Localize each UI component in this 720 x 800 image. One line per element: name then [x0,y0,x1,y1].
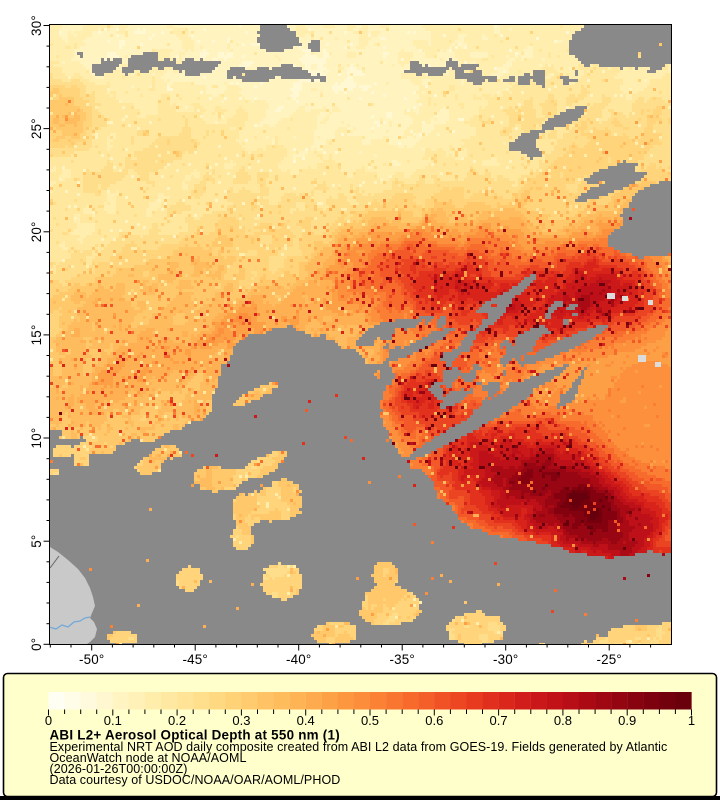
svg-text:-45°: -45° [182,652,208,667]
svg-text:OceanWatch node at NOAA/AOML: OceanWatch node at NOAA/AOML [50,751,247,765]
svg-text:15°: 15° [29,324,44,345]
svg-text:0.8: 0.8 [554,713,572,728]
svg-text:-40°: -40° [286,652,312,667]
svg-text:0°: 0° [29,638,44,651]
svg-text:0.7: 0.7 [490,713,508,728]
svg-text:(2026-01-26T00:00:00Z): (2026-01-26T00:00:00Z) [50,762,188,776]
svg-text:0.6: 0.6 [425,713,443,728]
svg-text:0: 0 [45,713,52,728]
svg-text:20°: 20° [29,221,44,242]
svg-text:0.1: 0.1 [104,713,122,728]
svg-text:10°: 10° [29,428,44,449]
svg-text:-30°: -30° [493,652,519,667]
svg-text:-35°: -35° [389,652,415,667]
svg-text:-25°: -25° [596,652,622,667]
svg-text:0.2: 0.2 [168,713,186,728]
svg-text:1: 1 [688,713,695,728]
svg-text:0.4: 0.4 [297,713,315,728]
svg-text:30°: 30° [29,15,44,36]
svg-text:0.3: 0.3 [232,713,250,728]
svg-text:Experimental NRT AOD daily com: Experimental NRT AOD daily composite cre… [50,740,668,754]
svg-text:0.9: 0.9 [618,713,636,728]
svg-text:0.5: 0.5 [361,713,379,728]
svg-text:Data courtesy of USDOC/NOAA/OA: Data courtesy of USDOC/NOAA/OAR/AOML/PHO… [50,773,341,787]
svg-text:ABI L2+ Aerosol Optical Depth: ABI L2+ Aerosol Optical Depth at 550 nm … [50,728,340,743]
svg-text:-50°: -50° [79,652,105,667]
svg-text:25°: 25° [29,118,44,139]
svg-text:5°: 5° [29,535,44,548]
